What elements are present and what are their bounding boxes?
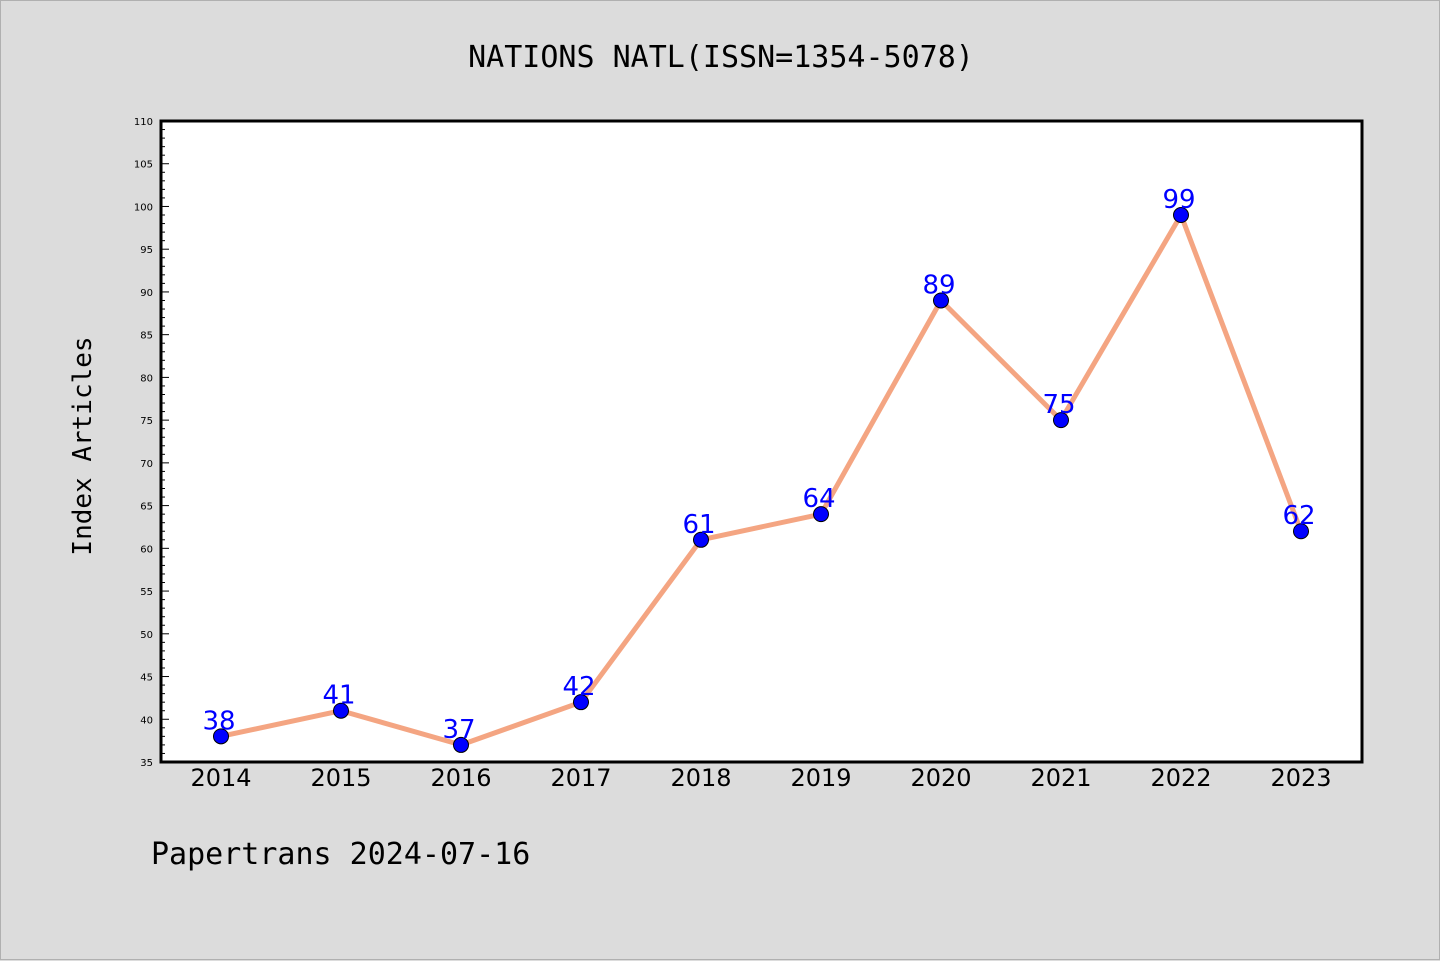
data-point [453, 736, 469, 753]
x-tick-label: 2016 [430, 764, 491, 792]
y-tick-label: 90 [140, 288, 153, 299]
y-tick-label: 75 [140, 416, 153, 427]
y-tick-label: 85 [140, 331, 153, 342]
y-axis: 35 40 45 50 55 60 65 70 75 80 85 90 95 100 105 110 [134, 117, 169, 769]
y-tick-label: 50 [140, 630, 153, 641]
data-point [1293, 523, 1309, 540]
series-line [220, 212, 1304, 748]
data-label: 37 [442, 715, 475, 745]
chart-title: NATIONS NATL(ISSN=1354-5078) [468, 40, 974, 75]
data-point [1053, 412, 1069, 429]
y-tick-label: 60 [140, 544, 153, 555]
y-tick-label: 105 [134, 160, 153, 171]
x-tick-label: 2022 [1150, 764, 1211, 792]
data-series: 38 41 37 42 61 64 89 75 99 62 [202, 185, 1316, 753]
y-axis-label: Index Articles [68, 336, 98, 555]
data-label: 99 [1162, 185, 1195, 215]
x-tick-label: 2023 [1270, 764, 1331, 792]
y-tick-label: 65 [140, 502, 153, 513]
x-tick-label: 2014 [190, 764, 251, 792]
data-point [213, 728, 229, 745]
x-tick-label: 2018 [670, 764, 731, 792]
data-label: 62 [1282, 501, 1315, 531]
plot-area [159, 119, 1364, 764]
data-label: 38 [202, 706, 235, 736]
y-tick-label: 35 [140, 758, 153, 769]
y-tick-label: 55 [140, 587, 153, 598]
y-tick-label: 80 [140, 373, 153, 384]
x-tick-label: 2021 [1030, 764, 1091, 792]
data-point [933, 292, 949, 309]
data-label: 61 [682, 510, 715, 540]
x-tick-label: 2020 [910, 764, 971, 792]
y-tick-label: 100 [134, 202, 153, 213]
data-point [333, 702, 349, 719]
x-tick-label: 2015 [310, 764, 371, 792]
y-tick-label: 70 [140, 459, 153, 470]
x-axis: 2014 2015 2016 2017 2018 2019 2020 2021 2022 2023 [190, 764, 1331, 792]
x-tick-label: 2017 [550, 764, 611, 792]
data-label: 89 [922, 270, 955, 300]
data-point [813, 506, 829, 523]
data-label: 64 [802, 484, 835, 514]
y-tick-label: 95 [140, 245, 153, 256]
data-label: 41 [322, 681, 355, 711]
y-tick-label: 110 [134, 117, 153, 128]
data-point [693, 531, 709, 548]
x-tick-label: 2019 [790, 764, 851, 792]
y-tick-label: 45 [140, 673, 153, 684]
data-label: 42 [562, 672, 595, 702]
footer-credit: Papertrans 2024-07-16 [151, 837, 530, 872]
data-point [573, 694, 589, 711]
data-point [1173, 207, 1189, 224]
data-label: 75 [1042, 390, 1075, 420]
y-tick-label: 40 [140, 715, 153, 726]
